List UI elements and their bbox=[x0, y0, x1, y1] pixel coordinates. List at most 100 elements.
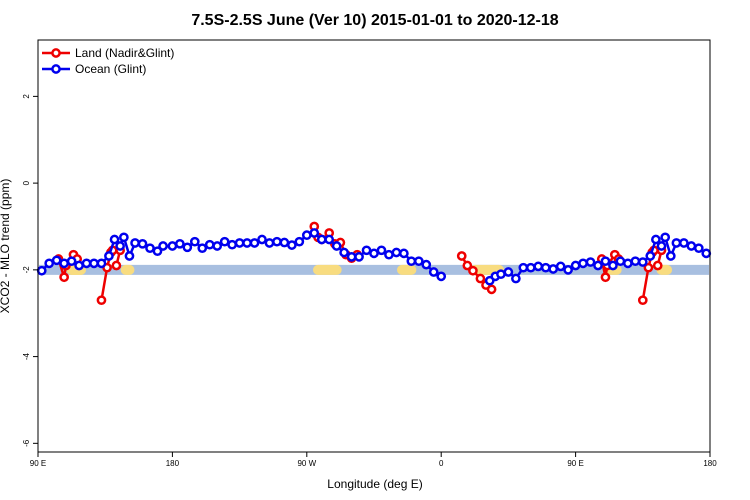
x-tick-label: 90 E bbox=[30, 459, 46, 468]
ocean-data-point bbox=[51, 255, 62, 266]
ocean-data-point bbox=[115, 241, 125, 251]
ocean-data-point bbox=[623, 258, 633, 269]
chart-title: 7.5S-2.5S June (Ver 10) 2015-01-01 to 20… bbox=[191, 12, 558, 29]
axes: 90 E 180 90 W 0 90 E 180 2 0 -2 -4 -6 bbox=[22, 94, 717, 468]
x-tick-label: 90 E bbox=[567, 459, 583, 468]
ocean-data-point bbox=[671, 238, 682, 248]
land-data-point bbox=[637, 295, 648, 306]
ocean-data-point bbox=[301, 230, 312, 241]
legend-ocean-label: Ocean (Glint) bbox=[75, 62, 146, 76]
ocean-data-point bbox=[555, 261, 566, 272]
ocean-data-point bbox=[346, 251, 357, 262]
ocean-data-point bbox=[197, 243, 208, 254]
ocean-data-point bbox=[59, 258, 69, 269]
ocean-data-point bbox=[331, 241, 342, 251]
ocean-data-point bbox=[249, 238, 260, 248]
ocean-data-point bbox=[630, 256, 641, 267]
ocean-data-point bbox=[316, 234, 327, 245]
ocean-data-point bbox=[354, 251, 364, 262]
ocean-data-point bbox=[219, 236, 230, 247]
ocean-data-point bbox=[66, 256, 77, 267]
y-tick-label: -4 bbox=[22, 352, 31, 360]
ocean-data-point bbox=[109, 234, 120, 245]
ocean-data-point bbox=[413, 256, 424, 267]
ocean-data-point bbox=[167, 241, 178, 251]
ocean-data-point bbox=[533, 261, 544, 272]
ocean-data-point bbox=[81, 258, 92, 269]
land-data-point bbox=[96, 295, 107, 306]
land-data-point bbox=[600, 272, 611, 283]
land-data-point bbox=[468, 265, 478, 276]
ocean-data-point bbox=[287, 240, 297, 250]
ocean-data-point bbox=[608, 260, 618, 271]
ocean-data-point bbox=[234, 238, 245, 248]
y-tick-label: 2 bbox=[22, 94, 31, 99]
ocean-data-point bbox=[637, 257, 648, 267]
x-tick-label: 180 bbox=[166, 459, 180, 468]
ocean-data-point bbox=[540, 262, 551, 273]
x-tick-label: 0 bbox=[439, 459, 444, 468]
ocean-data-point bbox=[428, 267, 439, 277]
plot-area bbox=[36, 221, 712, 306]
legend-land-label: Land (Nadir&Glint) bbox=[75, 46, 174, 60]
land-data-point bbox=[475, 273, 486, 284]
ocean-data-point bbox=[660, 232, 671, 243]
ocean-data-point bbox=[104, 251, 114, 261]
ocean-data-point bbox=[406, 256, 417, 267]
land-data-point bbox=[486, 284, 497, 295]
ocean-data-point bbox=[548, 264, 559, 274]
ocean-data-point bbox=[189, 236, 200, 247]
ocean-data-point bbox=[570, 260, 581, 271]
y-tick-label: 0 bbox=[22, 180, 31, 185]
land-data-point bbox=[59, 272, 69, 283]
ocean-data-point bbox=[145, 243, 155, 254]
ocean-data-point bbox=[119, 232, 129, 243]
ocean-data-point bbox=[257, 234, 267, 245]
land-data-point bbox=[462, 260, 473, 271]
ocean-data-point bbox=[701, 248, 712, 259]
ocean-data-point bbox=[615, 256, 626, 267]
y-tick-label: -6 bbox=[22, 439, 31, 447]
ocean-data-point bbox=[369, 248, 379, 259]
ocean-data-point bbox=[36, 265, 47, 276]
ocean-data-point bbox=[686, 241, 697, 251]
y-axis-label: XCO2 - MLO trend (ppm) bbox=[0, 179, 12, 314]
ocean-data-point bbox=[309, 228, 320, 238]
ocean-data-point bbox=[578, 258, 588, 269]
ocean-data-point bbox=[496, 269, 506, 280]
x-axis-label: Longitude (deg E) bbox=[327, 477, 422, 491]
ocean-data-point bbox=[324, 234, 335, 245]
ocean-data-point bbox=[124, 251, 135, 261]
ocean-data-point bbox=[137, 238, 148, 249]
ocean-data-point bbox=[361, 245, 372, 256]
land-data-point bbox=[643, 262, 654, 273]
x-tick-label: 180 bbox=[703, 459, 717, 468]
ocean-data-point bbox=[212, 241, 223, 251]
land-data-point bbox=[111, 260, 122, 271]
ocean-data-point bbox=[96, 258, 107, 269]
ocean-data-point bbox=[518, 262, 529, 273]
ocean-data-point bbox=[158, 241, 168, 251]
ocean-data-point bbox=[182, 242, 193, 253]
ocean-data-point bbox=[391, 247, 402, 258]
ocean-data-point bbox=[665, 251, 676, 261]
ocean-data-point bbox=[585, 257, 596, 267]
ocean-data-point bbox=[525, 262, 536, 273]
ocean-data-point bbox=[656, 241, 667, 251]
ocean-data-point bbox=[563, 265, 573, 275]
ocean-data-point bbox=[175, 238, 185, 249]
ocean-data-point bbox=[130, 238, 140, 248]
ocean-data-point bbox=[339, 247, 349, 258]
legend-ocean-marker bbox=[51, 64, 61, 74]
ocean-data-point bbox=[227, 239, 237, 250]
ocean-data-point bbox=[645, 251, 656, 261]
ocean-data-point bbox=[421, 259, 432, 270]
ocean-data-point bbox=[679, 238, 689, 248]
legend: Land (Nadir&Glint) Ocean (Glint) bbox=[42, 46, 174, 76]
ocean-data-point bbox=[651, 234, 661, 245]
ocean-data-point bbox=[399, 248, 409, 259]
ocean-data-point bbox=[89, 258, 99, 269]
ocean-data-point bbox=[294, 236, 305, 247]
y-tick-label: -2 bbox=[22, 266, 31, 274]
